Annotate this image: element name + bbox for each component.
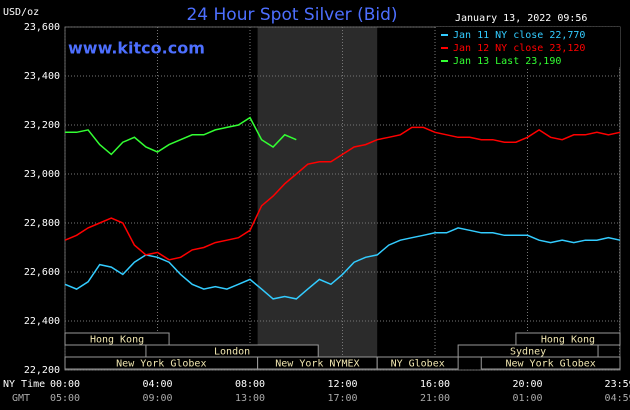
x-tick-label: 08:00 — [235, 379, 265, 390]
x-tick-label: 20:00 — [512, 379, 542, 390]
session-label: New York NYMEX — [275, 359, 359, 370]
session-label: Hong Kong — [90, 335, 144, 346]
legend-label: Jan 12 NY close 23,120 — [453, 43, 585, 54]
x-tick-label: 16:00 — [420, 379, 450, 390]
y-tick-label: 22,200 — [24, 365, 60, 376]
x2-tick-label: 17:00 — [327, 393, 357, 404]
y-tick-label: 22,400 — [24, 316, 60, 327]
y-tick-label: 22,600 — [24, 267, 60, 278]
legend-box — [436, 27, 620, 67]
x2-tick-label: 01:00 — [512, 393, 542, 404]
x-tick-label: 00:00 — [50, 379, 80, 390]
x-tick-label: 23:59 — [605, 379, 630, 390]
session-bar — [480, 356, 621, 370]
y-tick-label: 22,800 — [24, 218, 60, 229]
chart-title: 24 Hour Spot Silver (Bid) — [186, 5, 397, 25]
x2-tick-label: 13:00 — [235, 393, 265, 404]
legend-label: Jan 11 NY close 22,770 — [453, 30, 585, 41]
y-axis-label: USD/oz — [3, 7, 39, 18]
x2-tick-label: 05:00 — [50, 393, 80, 404]
x-tick-label: 04:00 — [142, 379, 172, 390]
session-label: NY Globex — [391, 359, 445, 370]
x2-tick-label: 21:00 — [420, 393, 450, 404]
timestamp: January 13, 2022 09:56 — [455, 13, 587, 24]
x-tick-label: 12:00 — [327, 379, 357, 390]
y-tick-label: 23,000 — [24, 169, 60, 180]
plot-area — [64, 26, 621, 371]
series-line — [64, 126, 621, 261]
session-label: New York Globex — [116, 359, 206, 370]
legend-label: Jan 13 Last 23,190 — [453, 56, 561, 67]
x-row-label: GMT — [12, 393, 30, 404]
session-bar — [64, 332, 170, 346]
highlight-band — [257, 27, 378, 370]
x2-tick-label: 09:00 — [142, 393, 172, 404]
y-tick-label: 23,600 — [24, 22, 60, 33]
series-line — [65, 116, 297, 156]
session-label: London — [214, 347, 250, 358]
session-bar — [376, 356, 459, 370]
y-tick-label: 23,400 — [24, 71, 60, 82]
session-label: Sydney — [510, 347, 546, 358]
session-label: Hong Kong — [541, 335, 595, 346]
watermark: www.kitco.com — [68, 39, 205, 58]
x-row-label: NY Time — [3, 379, 45, 390]
series-line — [64, 227, 621, 300]
session-label: New York Globex — [505, 359, 595, 370]
x2-tick-label: 04:59 — [605, 393, 630, 404]
y-tick-label: 23,200 — [24, 120, 60, 131]
